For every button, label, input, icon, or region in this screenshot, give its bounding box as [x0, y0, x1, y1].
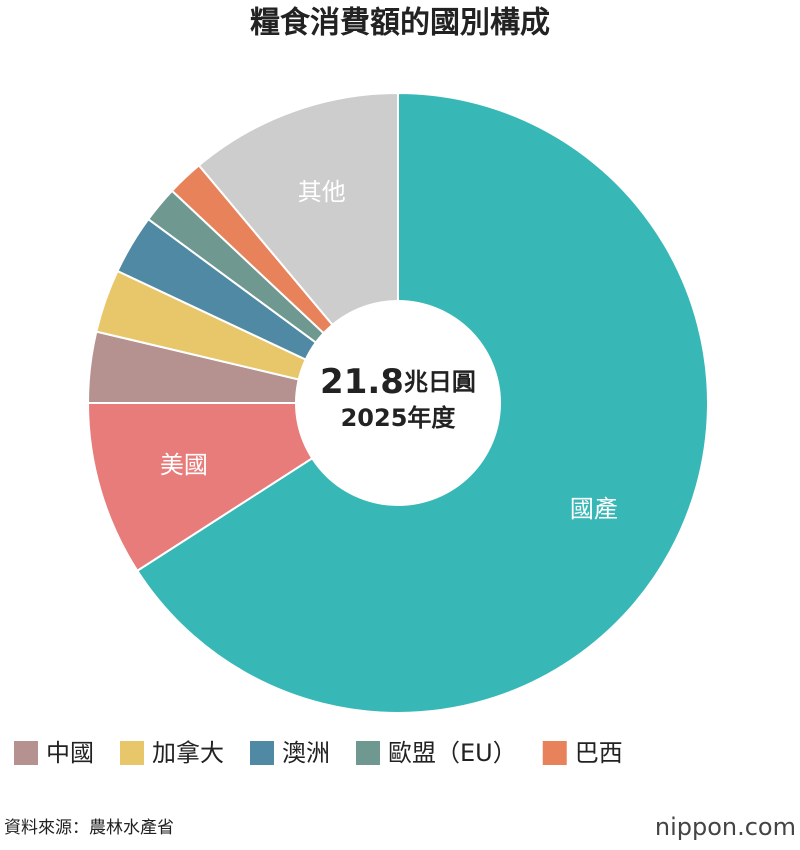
donut-hole	[295, 300, 501, 506]
legend-swatch	[14, 741, 38, 765]
legend-label: 中國	[46, 739, 94, 767]
legend-item: 歐盟（EU）	[356, 739, 517, 767]
slice-label: 國產	[570, 495, 618, 523]
legend-label: 澳洲	[282, 739, 330, 767]
chart-title: 糧食消費額的國別構成	[250, 6, 550, 41]
source: 資料來源：農林水產省	[4, 818, 174, 838]
slice-label: 其他	[298, 178, 346, 206]
legend-swatch	[120, 741, 144, 765]
brand: nippon.com	[655, 813, 796, 841]
legend-label: 加拿大	[152, 739, 224, 767]
legend-swatch	[542, 741, 567, 765]
legend-item: 澳洲	[250, 739, 330, 767]
legend-swatch	[250, 741, 274, 765]
legend-item: 巴西	[542, 739, 623, 767]
legend-label: 歐盟（EU）	[388, 739, 517, 767]
legend-item: 中國	[14, 739, 94, 767]
legend-label: 巴西	[575, 739, 623, 767]
center-label: 21.8兆日圓	[320, 362, 476, 402]
legend-swatch	[356, 741, 380, 765]
center-label: 2025年度	[341, 404, 457, 432]
legend-item: 加拿大	[120, 739, 224, 767]
slice-label: 美國	[160, 451, 208, 479]
